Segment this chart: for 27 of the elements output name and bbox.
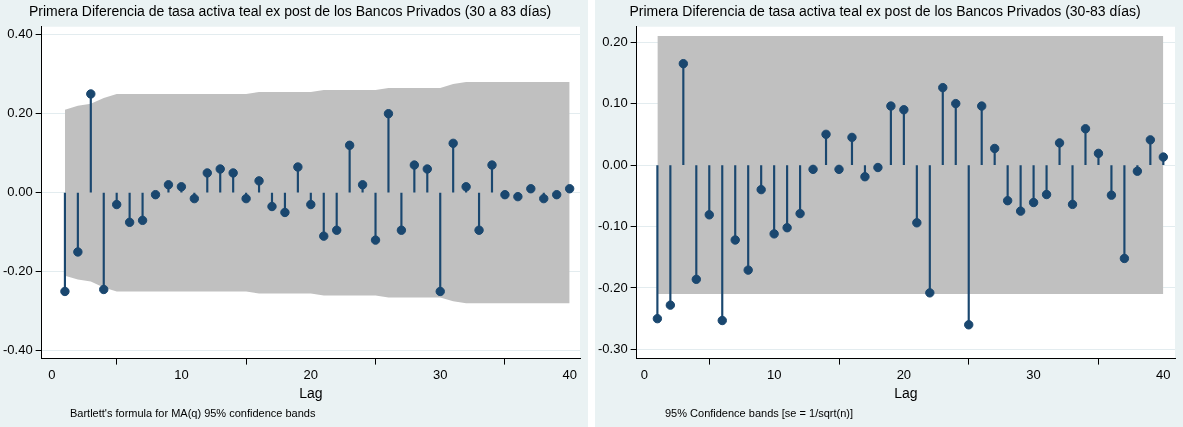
y-tick-label: 0.00 — [7, 184, 33, 200]
y-tick-label: -0.10 — [597, 218, 628, 234]
x-tick-label: 20 — [303, 366, 319, 382]
x-tick-label: 20 — [896, 366, 912, 382]
y-tick-label: 0.00 — [602, 156, 628, 172]
x-tick-label: 0 — [48, 366, 56, 382]
y-tick-label: -0.40 — [2, 342, 33, 358]
y-tick-label: 0.10 — [602, 95, 628, 111]
x-tick-label: 30 — [1026, 366, 1041, 382]
x-axis-title: Lag — [299, 385, 323, 402]
x-tick-label: 0 — [640, 366, 649, 382]
text: Bartlett's formula for MA(q) 95% confidence bands — [70, 407, 316, 419]
y-tick-label: -0.20 — [2, 263, 33, 279]
chart-title: Primera Diferencia de tasa activa teal ex post de los Bancos Privados (30-83 días) — [629, 3, 1141, 20]
x-tick-label: 40 — [562, 366, 577, 382]
x-tick-label: 10 — [766, 366, 782, 382]
chart-title: Primera Diferencia de tasa activa teal ex post de los Bancos Privados (30 a 83 días) — [28, 3, 552, 20]
y-tick-label: 0.20 — [7, 105, 33, 121]
text: 95% Confidence bands [se = 1/sqrt(n)] — [665, 407, 854, 419]
y-tick-label: -0.20 — [597, 279, 628, 295]
y-tick-label: -0.30 — [597, 340, 628, 356]
y-tick-label: 0.40 — [7, 26, 33, 42]
x-axis-title: Lag — [894, 385, 918, 402]
x-tick-label: 30 — [433, 366, 448, 382]
x-tick-label: 10 — [174, 366, 189, 382]
x-tick-label: 40 — [1156, 366, 1171, 382]
y-tick-label: 0.20 — [602, 33, 628, 49]
